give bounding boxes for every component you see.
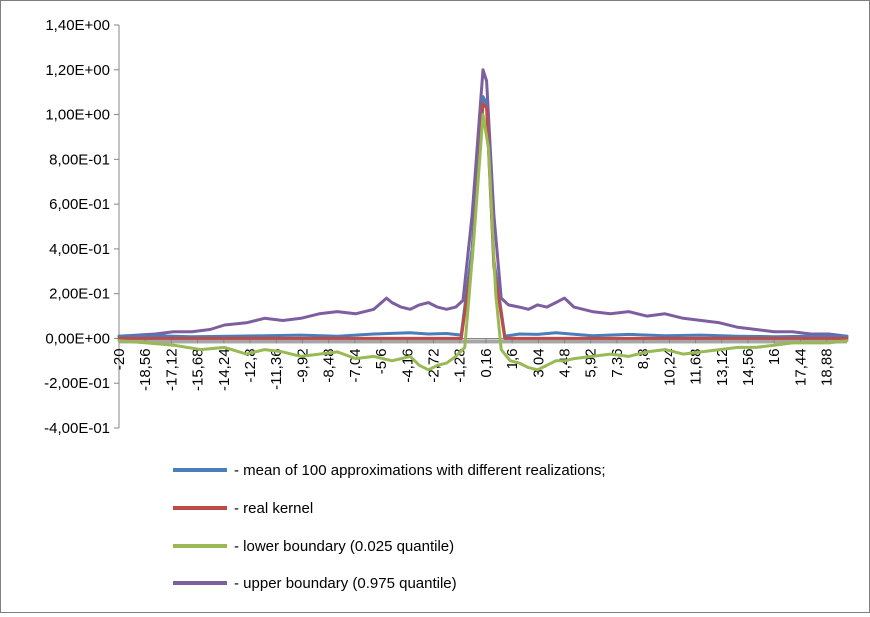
x-tick-label: -15,68: [190, 348, 207, 391]
x-tick-label: 16: [766, 348, 783, 365]
x-tick-label: 3,04: [530, 348, 547, 377]
x-tick-label: -8,48: [321, 348, 338, 382]
series-line-4: [117, 68, 849, 338]
x-tick-label: 13,12: [714, 348, 731, 386]
y-tick-label: 8,00E-01: [49, 151, 110, 168]
y-tick-group: 1,40E+00 1,20E+00 1,00E+00 8,00E-01 6,00E-01…: [44, 17, 119, 437]
series-group: [117, 68, 849, 372]
x-tick-label: -4,16: [399, 348, 416, 382]
y-tick-label: -2,00E-01: [44, 375, 110, 392]
x-tick-label: -18,56: [137, 348, 154, 391]
zero-baseline-band: [119, 339, 847, 344]
chart-legend: - mean of 100 approximations with differ…: [173, 462, 606, 592]
x-tick-label: 17,44: [792, 348, 809, 386]
series-line-1: [117, 95, 849, 339]
x-tick-label: 11,68: [688, 348, 705, 384]
x-tick-label: 0,16: [478, 348, 495, 377]
y-tick-label: 4,00E-01: [49, 241, 110, 258]
x-tick-label: 14,56: [740, 348, 757, 386]
y-tick-label: 1,20E+00: [45, 62, 110, 79]
x-tick-label: 10,24: [661, 348, 678, 386]
x-tick-label: -20: [111, 348, 128, 370]
series-line-3: [117, 113, 849, 372]
legend-label-3: - lower boundary (0.025 quantile): [234, 538, 454, 555]
legend-label-4: - upper boundary (0.975 quantile): [234, 575, 457, 592]
legend-label-1: - mean of 100 approximations with differ…: [234, 462, 606, 479]
x-tick-label: -11,36: [268, 348, 285, 389]
x-tick-label: -17,12: [163, 348, 180, 391]
x-tick-label: 4,48: [557, 348, 574, 377]
series-line-2: [117, 101, 849, 340]
x-tick-group: -20 -18,56 -17,12 -15,68 -14,24 -12,8 -11,36 -9…: [111, 338, 836, 391]
x-tick-label: 1,6: [504, 348, 521, 369]
x-tick-label: -5,6: [373, 348, 390, 374]
x-tick-label: -7,04: [347, 348, 364, 382]
y-tick-label: 1,00E+00: [45, 107, 110, 124]
y-tick-label: -4,00E-01: [44, 420, 110, 437]
y-tick-label: 2,00E-01: [49, 286, 110, 303]
y-tick-label: 0,00E+00: [45, 330, 110, 347]
y-tick-label: 1,40E+00: [45, 17, 110, 34]
legend-label-2: - real kernel: [234, 500, 313, 517]
x-tick-label: 5,92: [583, 348, 600, 377]
x-tick-label: -9,92: [294, 348, 311, 382]
x-tick-label: -12,8: [242, 348, 259, 382]
y-tick-label: 6,00E-01: [49, 196, 110, 213]
x-tick-label: -14,24: [216, 348, 233, 391]
x-tick-label: 18,88: [819, 348, 836, 386]
